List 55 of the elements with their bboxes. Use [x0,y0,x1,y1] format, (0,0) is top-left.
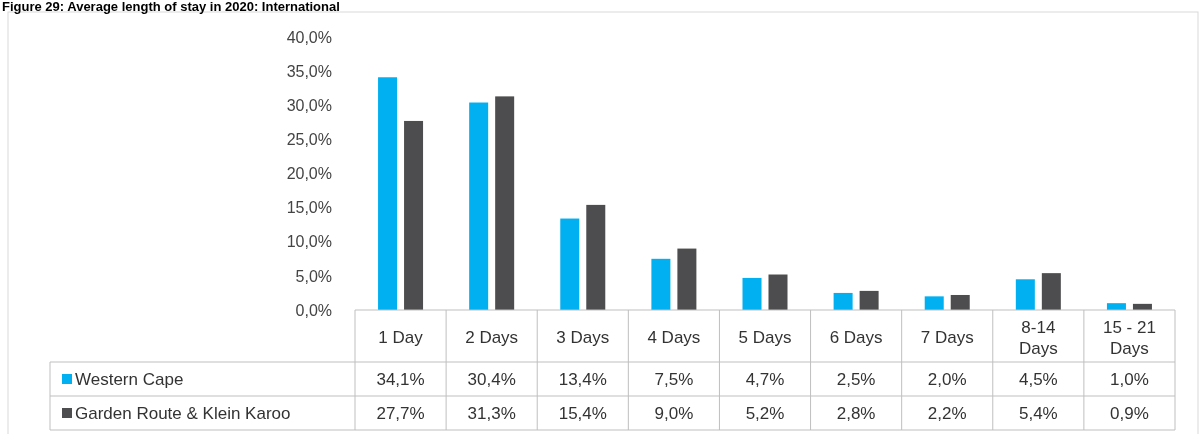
bar [677,248,697,310]
data-label: 4,5% [1018,370,1058,389]
y-tick-label: 20,0% [286,165,332,183]
bar [495,96,515,310]
data-label: 0,9% [1110,404,1149,423]
bar [950,294,970,310]
data-label: 7,5% [654,370,694,389]
data-label: 4,7% [745,370,785,389]
data-label: 30,4% [467,370,516,389]
y-tick-label: 40,0% [286,28,332,46]
x-tick-label: 8-14 Days [1018,318,1058,358]
y-tick-label: 5,0% [295,267,332,285]
data-label: 27,7% [376,404,425,423]
data-label: 9,0% [654,404,694,423]
legend-label: Garden Route & Klein Karoo [75,404,291,423]
bar [378,77,398,310]
x-tick-label: 7 Days [920,328,974,347]
data-label: 34,1% [376,370,425,389]
bar [1041,273,1061,310]
bar [1015,279,1035,310]
y-tick-label: 0,0% [295,301,332,319]
bar [833,292,853,310]
bar [469,102,489,310]
legend-label: Western Cape [75,370,184,389]
text: Figure 29: Average length of stay in 2020: International [2,0,340,14]
bar [586,204,606,310]
y-tick-label: 15,0% [286,199,332,217]
data-label: 15,4% [558,404,607,423]
y-tick-label: 30,0% [286,96,332,114]
y-tick-label: 25,0% [286,130,332,148]
data-label: 5,2% [745,404,785,423]
data-label: 5,4% [1018,404,1058,423]
data-label: 1,0% [1110,370,1149,389]
data-label: 13,4% [558,370,607,389]
bar [651,258,671,310]
data-label: 2,0% [927,370,967,389]
x-tick-label: 4 Days [647,328,701,347]
data-label: 31,3% [467,404,516,423]
x-tick-label: 5 Days [738,328,792,347]
y-tick-label: 35,0% [286,62,332,80]
x-tick-label: 2 Days [465,328,519,347]
x-tick-label: 15 - 21 Days [1102,318,1156,358]
bar [924,296,944,310]
data-label: 2,8% [836,404,876,423]
bar [742,277,762,310]
data-label: 2,5% [836,370,876,389]
bar [560,218,580,310]
bar [859,290,879,310]
data-label: 2,2% [927,404,967,423]
bar [404,120,424,310]
x-tick-label: 3 Days [556,328,610,347]
bar [768,274,788,310]
x-tick-label: 6 Days [829,328,883,347]
x-tick-label: 1 Day [378,328,424,347]
y-tick-label: 10,0% [286,233,332,251]
